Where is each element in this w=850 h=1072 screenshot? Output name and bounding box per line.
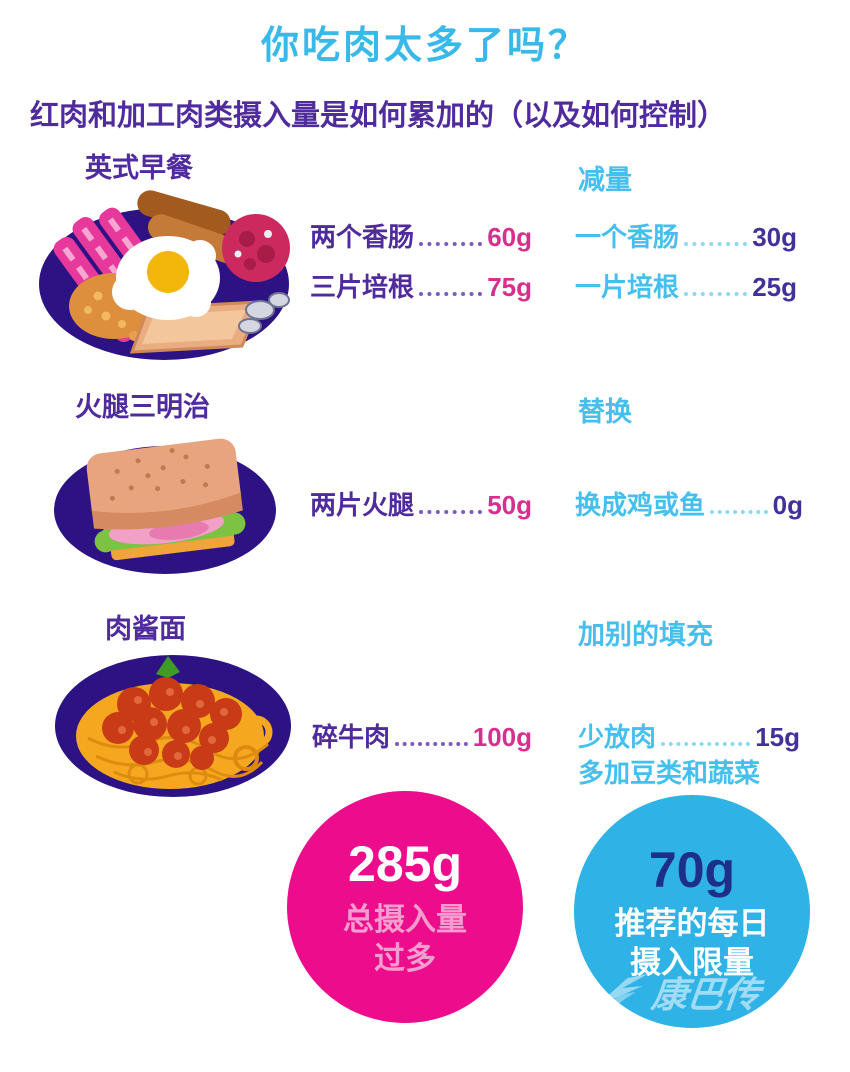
recommended-intake-label-line2: 摄入限量: [630, 944, 754, 980]
dot-leader: [710, 510, 768, 515]
advice-row: 少放肉 15g: [578, 722, 800, 753]
dot-leader: [419, 242, 483, 247]
section-heading-ham-sandwich: 火腿三明治: [75, 392, 210, 422]
dot-leader: [684, 242, 748, 247]
advice-row: 一个香肠 30g: [575, 222, 797, 253]
advice-heading-swap: 替换: [578, 397, 632, 427]
advice-value: 25g: [752, 272, 797, 302]
advice-label: 一个香肠: [575, 222, 680, 252]
fried-egg-icon: [112, 236, 220, 320]
dot-leader: [419, 292, 483, 297]
ham-sandwich-illustration: [54, 438, 276, 574]
item-value: 75g: [487, 272, 532, 302]
sausages-icon: [137, 190, 243, 264]
breakfast-plate-illustration: [39, 190, 290, 360]
item-value: 50g: [487, 490, 532, 520]
dot-leader: [661, 742, 751, 747]
section-heading-spaghetti: 肉酱面: [105, 614, 186, 644]
total-intake-badge: 285g 总摄入量 过多: [287, 791, 523, 1023]
advice-label: 换成鸡或鱼: [575, 490, 706, 520]
advice-heading-reduce: 减量: [578, 165, 632, 195]
page-title: 你吃肉太多了吗？: [260, 25, 589, 67]
advice-note: 多加豆类和蔬菜: [578, 758, 761, 788]
total-intake-value: 285g: [348, 836, 462, 893]
tomato-icon: [222, 214, 290, 282]
meat-sauce-icon: [102, 677, 242, 770]
total-intake-label-line2: 过多: [374, 941, 436, 976]
advice-value: 0g: [772, 490, 803, 520]
item-label: 两片火腿: [310, 490, 415, 520]
item-value: 100g: [472, 722, 532, 752]
mushrooms-icon: [238, 292, 290, 334]
intake-row: 三片培根 75g: [310, 272, 532, 303]
advice-row: 一片培根 25g: [575, 272, 797, 303]
total-intake-label-line1: 总摄入量: [343, 902, 467, 938]
dot-leader: [395, 742, 468, 747]
advice-row: 换成鸡或鱼 0g: [575, 490, 803, 521]
dot-leader: [684, 292, 748, 297]
dot-leader: [419, 510, 483, 515]
intake-row: 两个香肠 60g: [310, 222, 532, 253]
item-label: 三片培根: [310, 272, 415, 302]
advice-value: 15g: [755, 722, 800, 752]
intake-row: 两片火腿 50g: [310, 490, 532, 521]
advice-label: 少放肉: [578, 722, 657, 752]
recommended-intake-label-line1: 推荐的每日: [614, 905, 770, 941]
item-label: 碎牛肉: [312, 722, 391, 752]
recommended-intake-badge: 70g 推荐的每日 摄入限量: [574, 795, 810, 1028]
sandwich-icon: [86, 438, 246, 561]
advice-label: 一片培根: [575, 272, 680, 302]
garnish-icon: [156, 656, 180, 678]
section-heading-english-breakfast: 英式早餐: [85, 153, 193, 183]
recommended-intake-value: 70g: [648, 841, 736, 898]
subtitle: 红肉和加工肉类摄入量是如何累加的（以及如何控制）: [30, 100, 727, 132]
advice-value: 30g: [752, 222, 797, 252]
item-value: 60g: [487, 222, 532, 252]
intake-row: 碎牛肉 100g: [312, 722, 532, 753]
spaghetti-illustration: [55, 655, 291, 797]
advice-heading-add-fillers: 加别的填充: [578, 620, 713, 650]
item-label: 两个香肠: [310, 222, 415, 252]
